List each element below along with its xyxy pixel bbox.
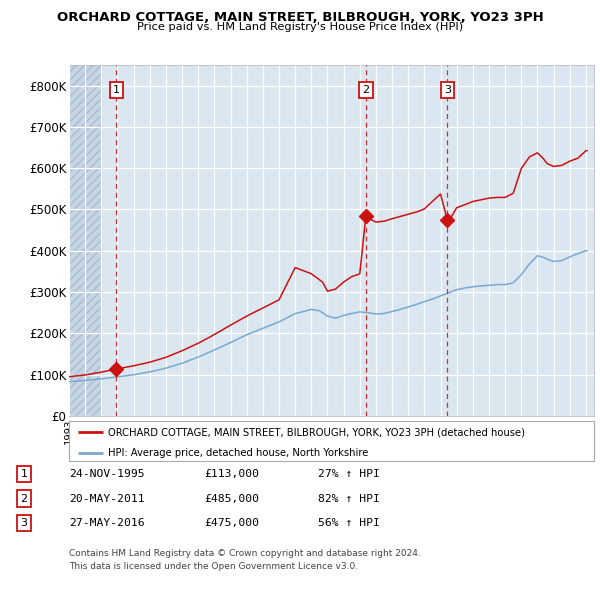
Text: Contains HM Land Registry data © Crown copyright and database right 2024.: Contains HM Land Registry data © Crown c… [69, 549, 421, 558]
Text: ORCHARD COTTAGE, MAIN STREET, BILBROUGH, YORK, YO23 3PH (detached house): ORCHARD COTTAGE, MAIN STREET, BILBROUGH,… [109, 427, 526, 437]
Text: £475,000: £475,000 [204, 518, 259, 527]
Text: 20-MAY-2011: 20-MAY-2011 [69, 494, 145, 503]
Text: 1: 1 [113, 85, 119, 94]
Text: £113,000: £113,000 [204, 470, 259, 479]
Text: HPI: Average price, detached house, North Yorkshire: HPI: Average price, detached house, Nort… [109, 448, 369, 458]
Text: 3: 3 [20, 518, 28, 527]
Text: This data is licensed under the Open Government Licence v3.0.: This data is licensed under the Open Gov… [69, 562, 358, 571]
Text: 82% ↑ HPI: 82% ↑ HPI [318, 494, 380, 503]
Text: 27% ↑ HPI: 27% ↑ HPI [318, 470, 380, 479]
Text: 27-MAY-2016: 27-MAY-2016 [69, 518, 145, 527]
Bar [69, 65, 101, 416]
Text: 2: 2 [20, 494, 28, 503]
Text: 1: 1 [20, 470, 28, 479]
Text: Price paid vs. HM Land Registry's House Price Index (HPI): Price paid vs. HM Land Registry's House … [137, 22, 463, 32]
Text: 2: 2 [362, 85, 370, 94]
Text: 24-NOV-1995: 24-NOV-1995 [69, 470, 145, 479]
Text: 56% ↑ HPI: 56% ↑ HPI [318, 518, 380, 527]
Text: £485,000: £485,000 [204, 494, 259, 503]
Text: ORCHARD COTTAGE, MAIN STREET, BILBROUGH, YORK, YO23 3PH: ORCHARD COTTAGE, MAIN STREET, BILBROUGH,… [56, 11, 544, 24]
Text: 3: 3 [444, 85, 451, 94]
Bar [69, 65, 101, 416]
